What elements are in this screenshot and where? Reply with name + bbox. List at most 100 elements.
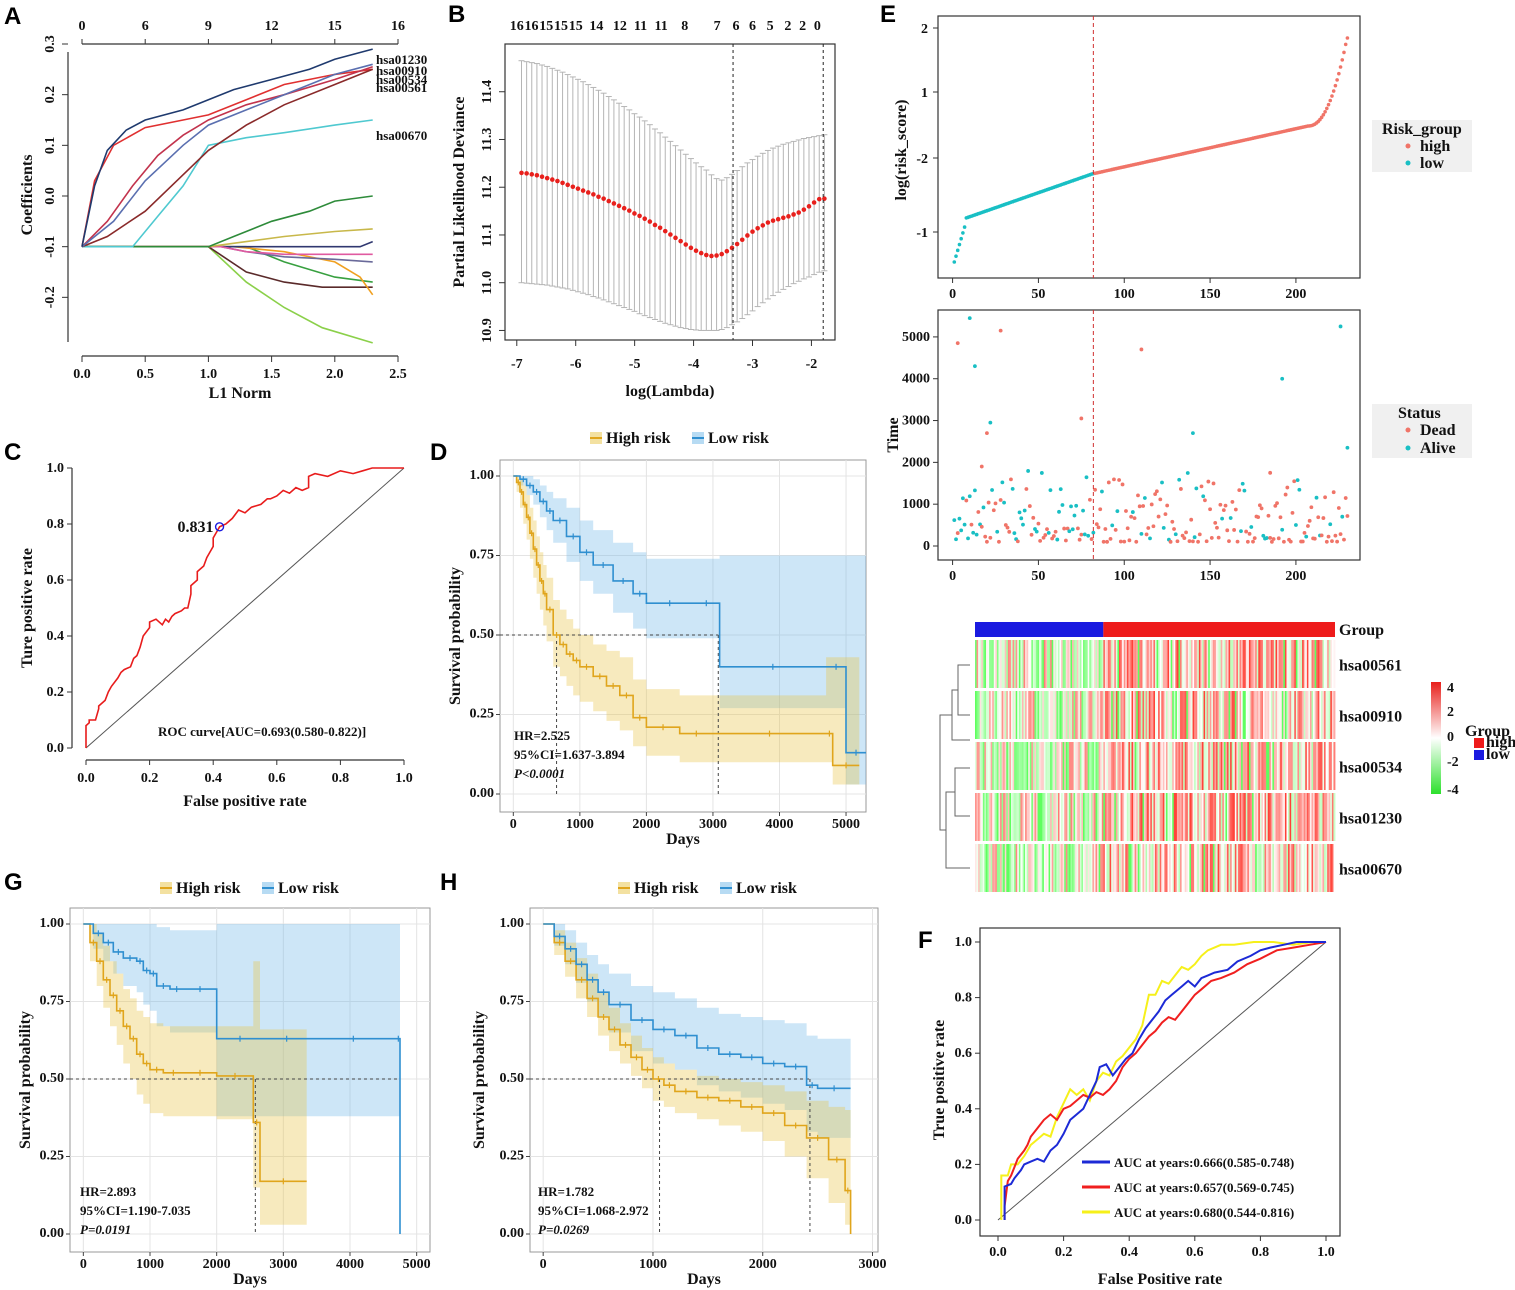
e3-heat-cell [1155, 793, 1157, 841]
e2-time-point [1010, 486, 1015, 491]
d-x-tick-label: 1000 [566, 817, 594, 832]
e3-heat-cell [1331, 640, 1334, 688]
e3-heat-cell [1245, 844, 1248, 892]
e3-heat-cell [1045, 640, 1048, 688]
e3-heat-cell [1004, 742, 1007, 790]
a-series-label: hsa01230 [376, 52, 427, 67]
e3-heat-cell [1053, 844, 1056, 892]
e3-heat-cell [1004, 793, 1007, 841]
b-deviance-point [739, 237, 745, 243]
e2-time-point [997, 539, 1001, 544]
e3-heat-cell [1295, 793, 1298, 841]
e3-dendrogram [939, 714, 952, 831]
e3-heat-cell [1327, 793, 1330, 841]
b-deviance-point [822, 196, 827, 201]
b-top-tick-label: 6 [749, 19, 756, 34]
e2-time-point [1079, 416, 1084, 421]
e3-heat-cell [979, 793, 982, 841]
e3-heat-cell [1316, 640, 1319, 688]
e3-heat-cell [1267, 742, 1270, 790]
e3-heat-cell [1322, 640, 1325, 688]
e3-heat-cell [1054, 640, 1057, 688]
e3-heat-cell [1043, 691, 1046, 739]
e3-heat-cell [1252, 793, 1255, 841]
e3-heat-cell [1053, 742, 1056, 790]
e2-time-point [971, 530, 976, 535]
e3-heat-cell [1147, 793, 1150, 841]
e3-heat-cell [992, 844, 995, 892]
e3-heat-cell [1159, 793, 1162, 841]
e3-heat-cell [984, 793, 987, 841]
e3-heat-cell [1297, 691, 1300, 739]
e2-time-point [1300, 539, 1305, 544]
c-y-tick-label: 0.4 [47, 629, 65, 644]
e3-heat-cell [1011, 793, 1013, 841]
e3-heat-cell [1129, 691, 1132, 739]
e3-heat-cell [1201, 640, 1204, 688]
e3-heat-cell [1083, 640, 1085, 688]
e2-time-point [1283, 492, 1288, 497]
e3-heat-cell [1244, 640, 1247, 688]
e3-heat-cell [1291, 793, 1294, 841]
e3-heat-cell [1295, 844, 1298, 892]
e2-time-point [1076, 526, 1080, 531]
e3-heat-cell [1283, 742, 1286, 790]
e3-heat-cell [1325, 691, 1328, 739]
f-y-tick-label: 0.6 [955, 1046, 973, 1061]
e3-heat-cell [975, 793, 977, 841]
e3-heat-cell [1047, 640, 1049, 688]
f-y-tick-label: 0.0 [955, 1213, 973, 1228]
e3-heat-cell [1011, 691, 1013, 739]
d-y-label: Survival probability [447, 567, 464, 705]
e3-heat-cell [1114, 793, 1117, 841]
panel-label-b: B [448, 1, 465, 28]
e3-heat-cell [1004, 691, 1007, 739]
e3-heat-cell [1093, 793, 1096, 841]
e3-heat-cell [985, 844, 988, 892]
e3-heat-cell [975, 640, 977, 688]
e3-heat-cell [1139, 844, 1142, 892]
e2-time-point [979, 464, 984, 469]
g-legend-high: High risk [176, 880, 241, 897]
e3-heat-cell [1147, 640, 1150, 688]
e3-dendrogram [945, 791, 970, 869]
e2-time-point [1324, 539, 1329, 544]
f-y-tick-label: 0.8 [955, 991, 973, 1006]
e3-legend-title: Group [1465, 723, 1510, 740]
e3-heat-cell [1092, 844, 1095, 892]
e3-heat-cell [1147, 742, 1150, 790]
e3-heat-cell [1217, 742, 1220, 790]
e3-heat-cell [978, 691, 981, 739]
g-x-tick-label: 2000 [203, 1257, 231, 1272]
e3-heat-cell [1039, 640, 1042, 688]
a-y-tick-label: -0.1 [43, 236, 58, 258]
e2-time-point [1048, 488, 1053, 493]
e2-x-tick-label: 0 [949, 569, 956, 584]
e3-heat-cell [1165, 793, 1168, 841]
e3-heat-cell [993, 691, 996, 739]
e3-heat-cell [1242, 640, 1245, 688]
e3-heat-cell [1264, 691, 1267, 739]
e3-heat-cell [1161, 691, 1164, 739]
e3-heat-cell [1311, 844, 1314, 892]
e3-heat-cell [1183, 844, 1186, 892]
e3-heat-cell [1322, 742, 1325, 790]
e3-heat-cell [1037, 844, 1040, 892]
e3-heat-cell [1281, 793, 1284, 841]
e3-heat-cell [1212, 844, 1215, 892]
e1-y-label: log(risk_score) [893, 99, 910, 200]
b-top-tick-label: 2 [784, 19, 791, 34]
e3-heat-cell [1313, 793, 1316, 841]
e3-heat-cell [1023, 691, 1026, 739]
e2-time-point [1062, 526, 1067, 531]
e3-heat-cell [1092, 742, 1095, 790]
b-y-tick-label: 11.3 [480, 128, 495, 152]
e2-time-point [1055, 537, 1060, 542]
e3-heat-cell [1000, 793, 1003, 841]
e3-heat-cell [1302, 640, 1305, 688]
e3-heat-cell [1007, 844, 1010, 892]
panel-label-g: G [4, 869, 23, 896]
e3-heat-cell [1034, 640, 1037, 688]
e2-time-point [1189, 517, 1194, 522]
e3-heat-cell [1050, 691, 1053, 739]
